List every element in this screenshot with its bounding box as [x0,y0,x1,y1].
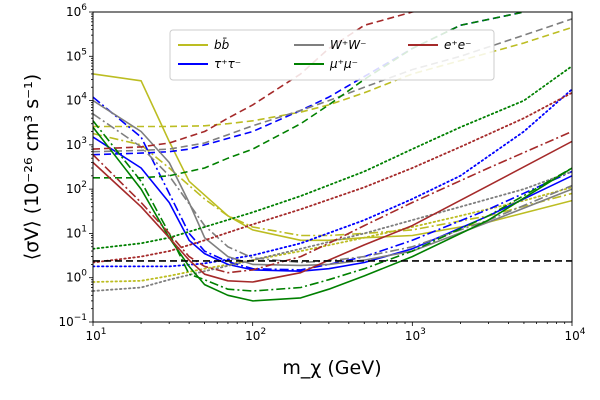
x-tick-label: 104 [564,327,585,343]
y-tick-label: 104 [66,92,87,108]
series-line-15 [93,65,572,250]
legend-label-3: μ⁺μ⁻ [329,57,358,71]
series-line-16 [93,140,572,283]
y-tick-label: 10−1 [58,313,87,329]
series-line-18 [93,130,572,274]
x-tick-label: 102 [245,327,266,343]
plot-frame [92,11,573,323]
y-tick-label: 103 [66,136,87,152]
legend-label-0: bb̄ [214,38,230,52]
y-tick-label: 106 [66,3,87,19]
legend-label-2: W⁺W⁻ [330,38,366,52]
series-line-11 [93,170,572,292]
x-axis-label: m_χ (GeV) [282,357,381,379]
legend: bb̄ τ⁺τ⁻ W⁺W⁻ μ⁺μ⁻ e⁺e⁻ [169,29,495,81]
series-line-3 [93,186,572,283]
series-line-6 [93,96,572,271]
series-line-17 [93,12,418,150]
y-axis-label: ⟨σV⟩ (10⁻²⁶ cm³ s⁻¹) [21,74,43,260]
series-line-2 [93,132,572,237]
legend-label-1: τ⁺τ⁻ [214,57,241,71]
legend-entries: bb̄ τ⁺τ⁻ W⁺W⁻ μ⁺μ⁻ e⁺e⁻ [178,38,471,71]
y-tick-label: 100 [66,269,87,285]
ticks-layer [89,11,573,326]
y-tick-label: 102 [66,180,87,196]
x-tick-label: 103 [405,327,426,343]
legend-label-4: e⁺e⁻ [444,38,471,52]
y-tick-label: 105 [66,47,87,63]
series-line-13 [93,12,525,179]
series-line-7 [93,88,572,268]
series-line-10 [93,113,572,264]
series-line-9 [93,18,572,153]
x-tick-label: 101 [85,327,106,343]
tick-labels-layer: 101 102 103 104 10−1 100 101 102 103 104 105 106 [58,3,585,343]
series-layer [93,12,572,302]
y-tick-label: 101 [66,224,87,240]
series-line-19 [93,91,572,264]
series-line-0 [93,73,572,242]
legend-box [169,29,495,81]
series-line-5 [93,12,525,156]
